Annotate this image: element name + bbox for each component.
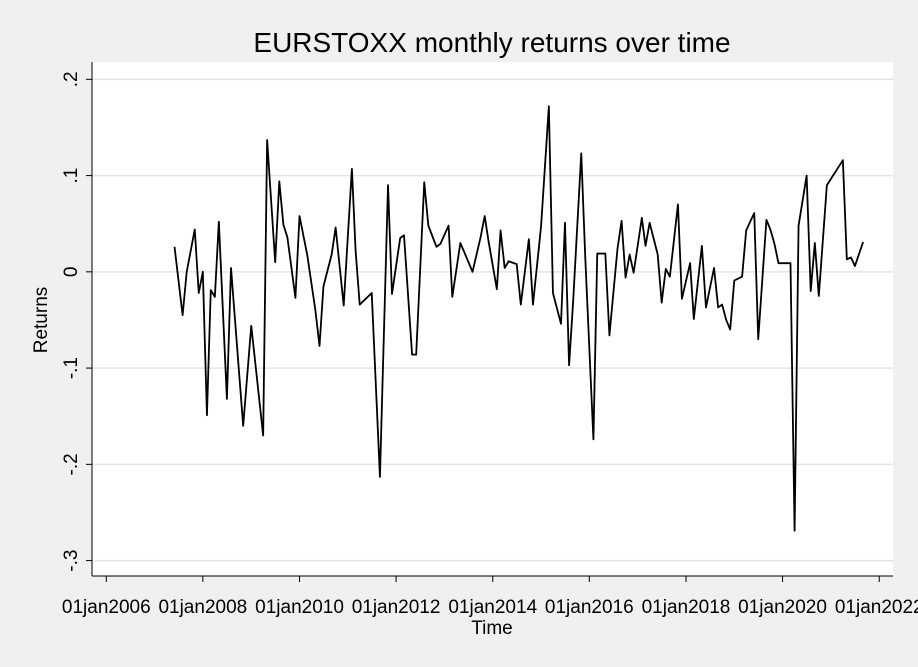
x-tick-label: 01jan2020 [738, 597, 827, 618]
y-tick-label: -.2 [61, 453, 82, 475]
x-axis-title: Time [471, 618, 513, 639]
x-tick-label: 01jan2008 [158, 597, 247, 618]
x-tick-label: 01jan2016 [545, 597, 634, 618]
y-tick-label: .1 [61, 168, 82, 184]
x-tick-label: 01jan2012 [352, 597, 441, 618]
chart-title: EURSTOXX monthly returns over time [253, 27, 730, 58]
y-tick-label: 0 [61, 267, 82, 278]
line [173, 105, 864, 532]
x-tick-label: 01jan2022 [835, 597, 918, 618]
y-axis-title: Returns [31, 287, 52, 354]
y-tick-label: -.1 [61, 357, 82, 379]
y-tick-label: -.3 [61, 550, 82, 572]
plot-area [92, 62, 893, 576]
x-tick-label: 01jan2006 [62, 597, 151, 618]
x-tick-label: 01jan2018 [642, 597, 731, 618]
x-tick-label: 01jan2010 [255, 597, 344, 618]
x-tick-label: 01jan2014 [448, 597, 537, 618]
y-tick-label: .2 [61, 71, 82, 87]
